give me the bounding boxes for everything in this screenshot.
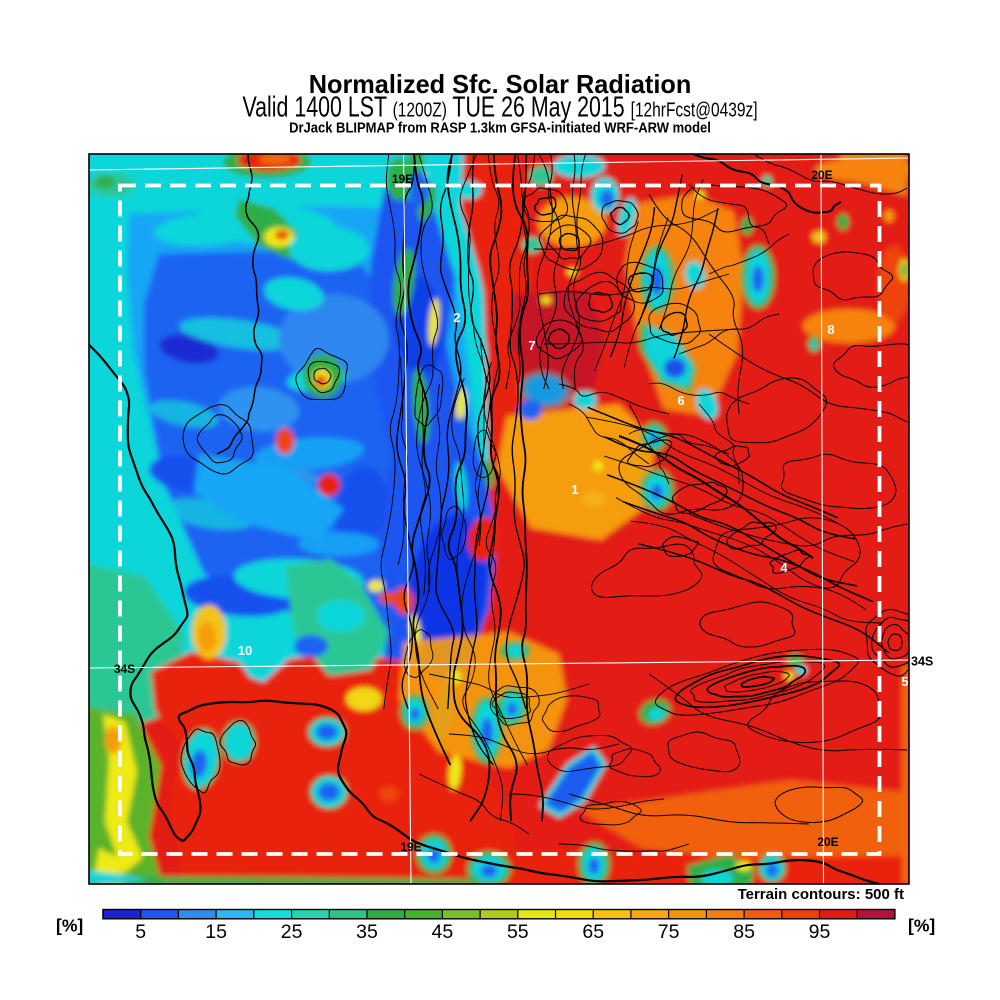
svg-text:6: 6 xyxy=(677,393,684,408)
svg-text:4: 4 xyxy=(780,560,788,575)
svg-text:20E: 20E xyxy=(817,835,838,849)
svg-text:Valid 1400 LST (1200Z) TUE 26: Valid 1400 LST (1200Z) TUE 26 May 2015 [… xyxy=(242,92,757,124)
svg-text:5: 5 xyxy=(135,921,146,943)
svg-text:55: 55 xyxy=(507,921,529,943)
svg-text:95: 95 xyxy=(809,921,831,943)
svg-text:25: 25 xyxy=(281,921,303,943)
svg-text:34S: 34S xyxy=(911,655,933,669)
svg-text:[%]: [%] xyxy=(908,916,935,936)
svg-text:Normalized Sfc. Solar Radiatio: Normalized Sfc. Solar Radiation xyxy=(309,71,692,99)
svg-text:7: 7 xyxy=(528,338,535,353)
svg-text:45: 45 xyxy=(432,921,454,943)
svg-text:Terrain contours: 500 ft: Terrain contours: 500 ft xyxy=(738,886,904,903)
svg-text:1: 1 xyxy=(571,482,578,497)
svg-text:20E: 20E xyxy=(811,168,832,182)
svg-text:5: 5 xyxy=(901,674,908,689)
svg-text:2: 2 xyxy=(453,310,460,325)
svg-text:75: 75 xyxy=(658,921,680,943)
svg-text:19E: 19E xyxy=(392,172,413,186)
svg-text:15: 15 xyxy=(205,921,227,943)
svg-text:19E: 19E xyxy=(400,840,421,854)
svg-text:8: 8 xyxy=(827,322,834,337)
svg-text:65: 65 xyxy=(582,921,604,943)
svg-text:[%]: [%] xyxy=(56,916,83,936)
svg-text:10: 10 xyxy=(238,643,252,658)
svg-text:35: 35 xyxy=(356,921,378,943)
svg-text:34S: 34S xyxy=(114,662,135,676)
svg-text:85: 85 xyxy=(733,921,755,943)
svg-text:DrJack BLIPMAP from RASP 1.3km: DrJack BLIPMAP from RASP 1.3km GFSA-init… xyxy=(289,120,711,136)
